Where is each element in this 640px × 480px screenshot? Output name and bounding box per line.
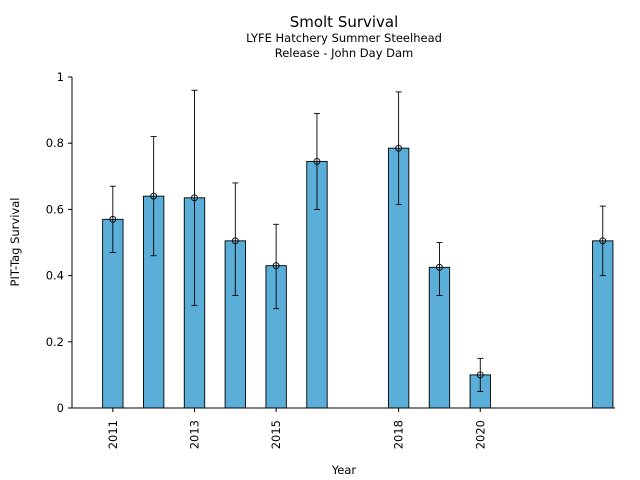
y-axis-label: PIT-Tag Survival [8,198,22,287]
y-tick-label: 0.4 [46,269,64,283]
point-marker [435,263,443,271]
x-tick-label: 2018 [392,420,406,449]
point-marker [191,194,198,202]
y-tick-label: 1 [57,70,64,84]
point-marker [313,157,321,165]
x-tick-label: 2015 [269,420,283,449]
y-tick-label: 0.8 [46,136,64,150]
x-tick-label: 2020 [473,420,487,449]
y-axis-ticks: 0 0.2 0.4 0.6 0.8 1 [46,70,72,415]
chart-title: Smolt Survival [289,13,399,31]
y-tick-label: 0.2 [46,335,64,349]
point-marker [599,237,607,245]
chart-marks [102,89,614,409]
point-marker [150,192,158,200]
y-tick-label: 0 [57,401,64,415]
chart-subtitle-line-1: LYFE Hatchery Summer Steelhead [246,31,442,45]
point-marker [476,371,484,379]
x-axis-ticks: 2011 2013 2015 2018 2020 [106,408,487,449]
point-marker [272,262,280,270]
point-marker [109,215,117,223]
y-tick-label: 0.6 [46,202,64,216]
x-axis-label: Year [331,463,357,477]
chart-subtitle-line-2: Release - John Day Dam [274,46,414,60]
x-tick-label: 2011 [106,420,120,449]
point-marker [395,144,403,152]
x-tick-label: 2013 [187,420,201,449]
point-marker [231,237,239,245]
